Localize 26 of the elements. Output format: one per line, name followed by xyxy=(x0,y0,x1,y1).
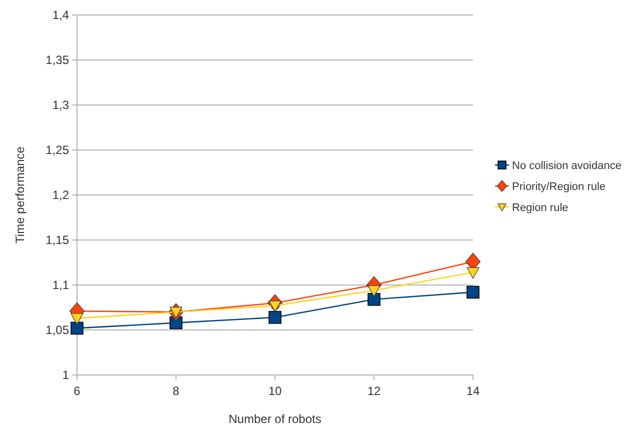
y-tick-label: 1,4 xyxy=(52,8,70,22)
point xyxy=(368,285,380,297)
y-tick-label: 1,2 xyxy=(52,188,70,202)
point xyxy=(268,311,282,324)
y-tick-label: 1,3 xyxy=(52,98,70,112)
y-tick-label: 1,05 xyxy=(46,323,70,338)
y-tick-label: 1,15 xyxy=(46,233,70,248)
x-tick-label: 8 xyxy=(172,384,180,398)
y-tick-label: 1,1 xyxy=(52,278,70,292)
x-tick-label: 10 xyxy=(268,384,282,398)
point xyxy=(466,267,480,279)
point xyxy=(70,322,84,335)
point xyxy=(70,313,84,325)
x-tick-label: 12 xyxy=(367,384,381,398)
point xyxy=(466,286,480,299)
legend-label: No collision avoidance xyxy=(512,160,622,172)
y-tick-label: 1,35 xyxy=(46,53,70,68)
x-tick-label: 14 xyxy=(466,384,480,398)
y-tick-label: 1,25 xyxy=(46,143,70,158)
legend-label: Region rule xyxy=(512,202,568,214)
x-tick-label: 6 xyxy=(74,384,81,398)
y-tick-label: 1 xyxy=(62,368,70,382)
legend-label: Priority/Region rule xyxy=(512,180,606,193)
y-axis-title: Time performance xyxy=(13,146,27,244)
x-axis-title: Number of robots xyxy=(228,412,322,426)
point xyxy=(368,293,380,306)
